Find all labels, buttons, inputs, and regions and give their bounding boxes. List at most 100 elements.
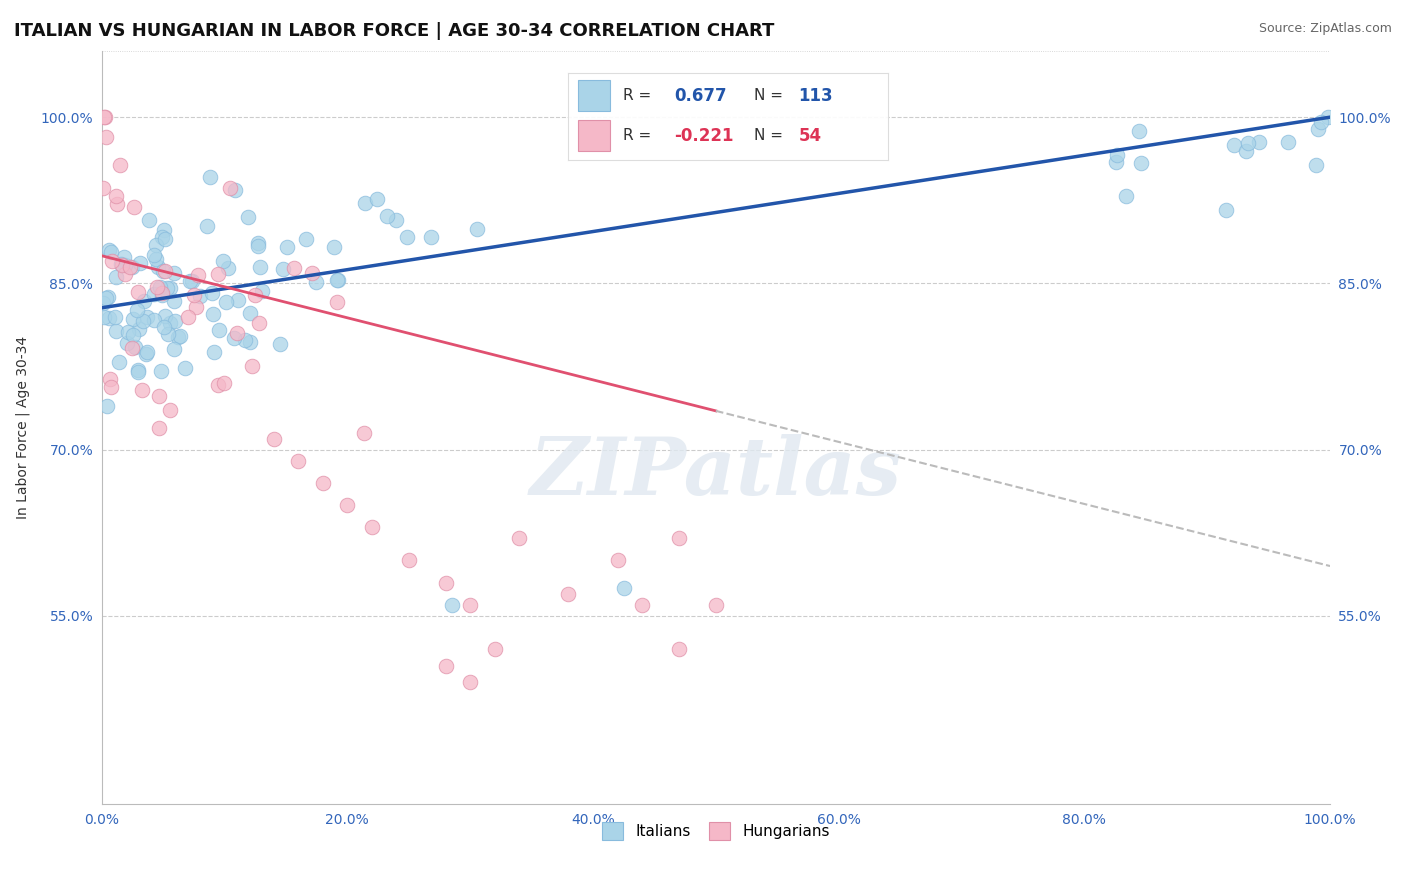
Point	[458, 598, 481, 612]
Point	[145, 238, 167, 252]
Point	[142, 287, 165, 301]
Point	[326, 272, 349, 286]
Point	[148, 388, 170, 402]
Point	[202, 307, 225, 321]
Point	[125, 303, 148, 318]
Point	[114, 267, 136, 281]
Point	[301, 266, 323, 280]
Point	[195, 219, 218, 234]
Point	[122, 200, 145, 214]
Point	[180, 274, 202, 288]
Point	[138, 213, 160, 227]
Point	[128, 321, 150, 335]
Point	[155, 310, 177, 324]
Point	[214, 376, 236, 391]
Point	[396, 230, 419, 244]
Point	[131, 383, 153, 397]
Point	[100, 245, 122, 260]
Point	[668, 532, 690, 546]
Point	[96, 129, 118, 144]
Point	[121, 341, 143, 355]
Point	[150, 286, 173, 301]
Text: Source: ZipAtlas.com: Source: ZipAtlas.com	[1258, 22, 1392, 36]
Point	[159, 316, 181, 330]
Point	[163, 314, 186, 328]
Point	[271, 261, 294, 276]
Point	[207, 267, 229, 281]
Point	[631, 598, 654, 612]
Point	[150, 287, 173, 301]
Point	[235, 333, 257, 347]
Point	[239, 335, 262, 350]
Point	[104, 310, 127, 325]
Point	[129, 256, 152, 270]
Point	[465, 222, 488, 236]
Point	[163, 266, 186, 280]
Point	[668, 642, 690, 657]
Point	[226, 326, 249, 340]
Point	[398, 553, 420, 567]
Point	[1237, 136, 1260, 150]
Point	[174, 360, 197, 375]
Point	[287, 454, 309, 468]
Point	[148, 421, 170, 435]
Point	[1310, 114, 1333, 128]
Point	[152, 264, 174, 278]
Point	[93, 110, 115, 124]
Point	[97, 243, 120, 257]
Point	[94, 110, 117, 124]
Point	[91, 296, 114, 310]
Point	[179, 274, 201, 288]
Point	[97, 290, 120, 304]
Point	[110, 158, 132, 172]
Point	[226, 293, 249, 308]
Point	[1247, 135, 1270, 149]
Point	[155, 263, 177, 277]
Point	[1234, 144, 1257, 158]
Point	[1215, 202, 1237, 217]
Point	[484, 642, 506, 657]
Point	[127, 365, 149, 379]
Point	[149, 280, 172, 294]
Point	[1128, 124, 1150, 138]
Point	[143, 313, 166, 327]
Point	[224, 183, 246, 197]
Point	[114, 258, 136, 272]
Point	[127, 285, 149, 299]
Point	[1115, 188, 1137, 202]
Point	[557, 587, 579, 601]
Point	[153, 232, 176, 246]
Point	[276, 240, 298, 254]
Point	[156, 280, 179, 294]
Point	[105, 196, 128, 211]
Point	[1105, 155, 1128, 169]
Point	[305, 275, 328, 289]
Point	[269, 336, 291, 351]
Point	[1222, 137, 1244, 152]
Point	[385, 213, 408, 227]
Point	[508, 532, 530, 546]
Point	[153, 320, 176, 334]
Point	[120, 260, 142, 274]
Point	[166, 330, 188, 344]
Point	[326, 273, 349, 287]
Point	[136, 310, 159, 325]
Point	[98, 310, 121, 325]
Point	[606, 553, 628, 567]
Point	[100, 254, 122, 268]
Point	[117, 325, 139, 339]
Point	[336, 498, 359, 512]
Point	[163, 293, 186, 308]
Point	[94, 291, 117, 305]
Point	[420, 230, 443, 244]
Point	[360, 520, 382, 534]
Point	[245, 288, 267, 302]
Point	[219, 181, 242, 195]
Point	[353, 195, 375, 210]
Legend: Italians, Hungarians: Italians, Hungarians	[596, 816, 837, 846]
Point	[183, 288, 205, 302]
Point	[204, 345, 226, 359]
Point	[434, 575, 457, 590]
Point	[91, 180, 114, 194]
Point	[375, 209, 398, 223]
